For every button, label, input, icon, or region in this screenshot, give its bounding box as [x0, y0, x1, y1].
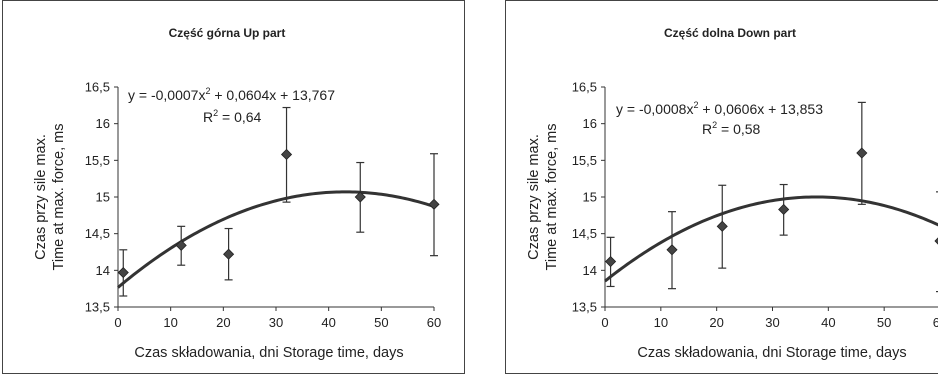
data-point — [716, 220, 728, 232]
x-tick-label: 10 — [654, 315, 668, 330]
trend-line — [604, 195, 938, 283]
y-tick-label: 16 — [96, 116, 110, 131]
x-tick-label: 0 — [601, 315, 608, 330]
y-tick-label: 14,5 — [572, 226, 597, 241]
chart-panel-down-part: Część dolna Down part 13,5 14 14,5 15 15,5 16 1… — [505, 0, 938, 374]
data-point — [354, 191, 366, 203]
chart-down-part: Część dolna Down part 13,5 14 14,5 15 15,5 16 1… — [526, 26, 938, 361]
data-point — [428, 198, 440, 210]
x-tick-label: 0 — [114, 315, 121, 330]
x-tick-label: 40 — [321, 315, 335, 330]
y-axis-title-line1: Czas przy sile max. — [526, 134, 542, 260]
y-tick-label: 13,5 — [85, 300, 110, 315]
data-point — [117, 266, 129, 279]
y-axis-title-line2: Time at max. force, ms — [544, 124, 560, 271]
y-tick-label: 16,5 — [572, 80, 597, 95]
y-tick-label: 15 — [583, 190, 597, 205]
r-squared-label: R2 = 0,64 — [203, 108, 262, 125]
data-point — [175, 239, 187, 251]
x-axis-title: Czas składowania, dni Storage time, days — [637, 345, 906, 361]
chart-up-part: Część górna Up part 13,5 14 14,5 15 15,5 16 16,… — [33, 26, 441, 361]
x-tick-label: 30 — [269, 315, 283, 330]
y-tick-label: 15,5 — [572, 153, 597, 168]
r-squared-label: R2 = 0,58 — [702, 120, 761, 137]
y-tick-label: 13,5 — [572, 300, 597, 315]
chart-title: Część górna Up part — [169, 26, 286, 40]
data-point — [778, 203, 790, 216]
x-tick-label: 20 — [216, 315, 230, 330]
x-tick-label: 30 — [765, 315, 779, 330]
trend-line — [117, 190, 435, 289]
x-tick-label: 20 — [709, 315, 723, 330]
y-axis-title-line2: Time at max. force, ms — [51, 124, 67, 271]
x-tick-label: 50 — [374, 315, 388, 330]
x-axis-title: Czas składowania, dni Storage time, days — [134, 345, 403, 361]
y-tick-label: 16 — [583, 116, 597, 131]
y-axis-title-line1: Czas przy sile max. — [33, 134, 49, 260]
x-tick-label: 60 — [933, 315, 938, 330]
data-point — [934, 237, 938, 245]
chart-title: Część dolna Down part — [664, 26, 796, 40]
trend-equation: y = -0,0008x2 + 0,0606x + 13,853 — [616, 100, 823, 117]
data-point — [280, 148, 293, 161]
data-point — [856, 147, 868, 159]
y-tick-label: 14 — [583, 263, 597, 278]
x-tick-label: 10 — [163, 315, 177, 330]
data-point — [666, 244, 678, 256]
y-tick-label: 15 — [96, 190, 110, 205]
x-tick-label: 40 — [821, 315, 835, 330]
data-point — [223, 248, 235, 260]
y-tick-label: 14,5 — [85, 226, 110, 241]
x-tick-label: 60 — [427, 315, 441, 330]
y-tick-label: 15,5 — [85, 153, 110, 168]
trend-equation: y = -0,0007x2 + 0,0604x + 13,767 — [128, 86, 335, 103]
y-tick-label: 16,5 — [85, 80, 110, 95]
data-point — [605, 255, 617, 268]
chart-panel-up-part: Część górna Up part 13,5 14 14,5 15 15,5 16 16,… — [2, 0, 465, 374]
x-tick-label: 50 — [877, 315, 891, 330]
y-tick-label: 14 — [96, 263, 110, 278]
